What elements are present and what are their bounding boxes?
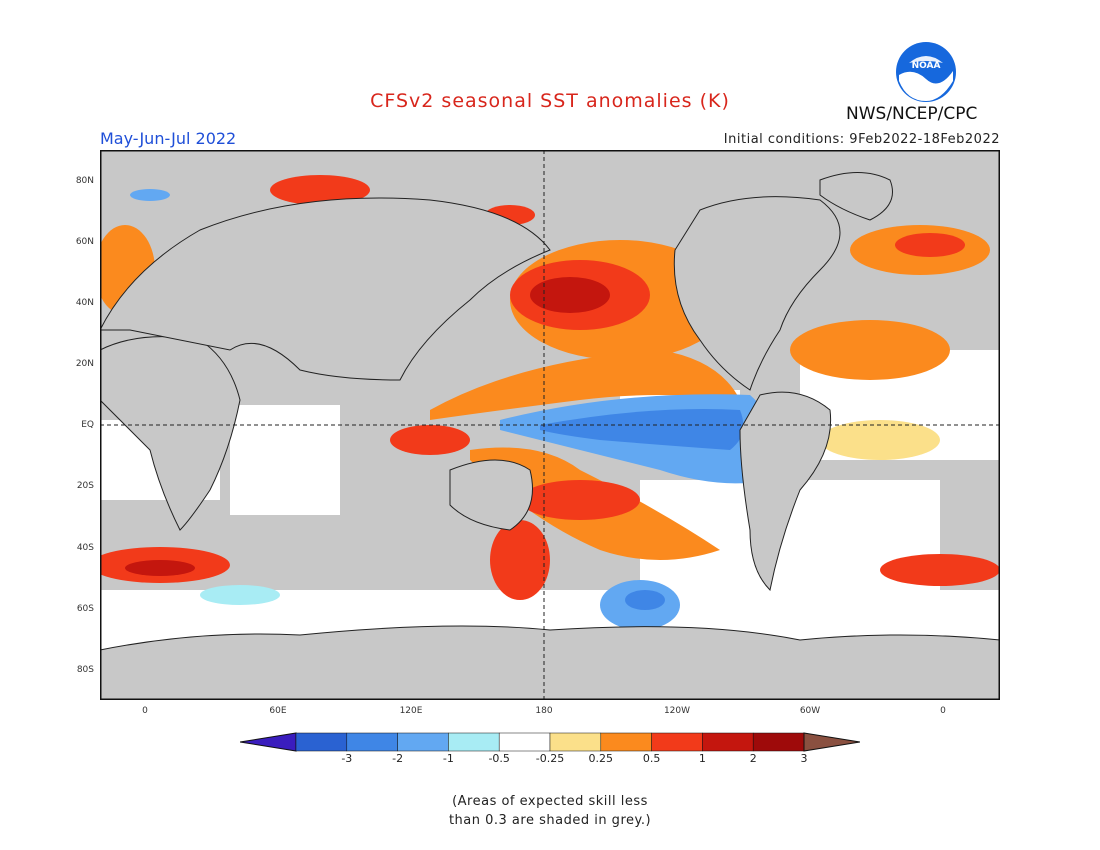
- noaa-logo-icon: NOAA: [896, 42, 956, 102]
- lat-tick: 40N: [75, 298, 94, 308]
- continent-outlines: [100, 172, 1000, 700]
- colorbar-box: [651, 732, 703, 752]
- skill-note: (Areas of expected skill less than 0.3 a…: [0, 792, 1100, 830]
- lon-tick: 60E: [269, 706, 287, 716]
- map-title: CFSv2 seasonal SST anomalies (K): [370, 90, 730, 112]
- colorbar-box: [702, 732, 754, 752]
- colorbar-label: 3: [800, 752, 808, 765]
- colorbar-box: [498, 732, 551, 752]
- lon-tick: 120W: [663, 706, 691, 716]
- colorbar-box: [295, 732, 348, 752]
- colorbar-label: -2: [392, 752, 404, 765]
- colorbar-box: [752, 732, 805, 752]
- lat-tick: 20S: [76, 481, 94, 491]
- forecast-period: May-Jun-Jul 2022: [100, 129, 237, 148]
- colorbar-box: [397, 732, 449, 752]
- north-america-outline: [673, 196, 841, 391]
- lat-tick: 80S: [76, 665, 94, 675]
- initial-conditions: Initial conditions: 9Feb2022-18Feb2022: [723, 132, 1000, 147]
- colorbar-min-arrow: [240, 732, 297, 752]
- map-frame: [100, 150, 1000, 700]
- lat-tick: 20N: [75, 359, 94, 369]
- colorbar-label: 2: [749, 752, 757, 765]
- colorbar-label: -0.25: [535, 752, 565, 765]
- antarctica-outline: [100, 625, 1000, 700]
- lat-tick: 80N: [75, 176, 94, 186]
- colorbar-box: [448, 732, 500, 752]
- warm-anomaly-areas: [100, 175, 1000, 600]
- colorbar-label: -1: [442, 752, 454, 765]
- lon-tick: 0: [940, 706, 946, 716]
- lat-tick: EQ: [81, 420, 94, 430]
- eurasia-outline: [100, 197, 551, 381]
- colorbar-box: [346, 732, 398, 752]
- lat-tick: 60S: [76, 604, 94, 614]
- colorbar: [240, 732, 860, 752]
- colorbar-label: -0.5: [488, 752, 510, 765]
- lon-tick: 120E: [399, 706, 423, 716]
- colorbar-box: [600, 732, 652, 752]
- australia-outline: [449, 459, 533, 531]
- lon-tick: 180: [535, 706, 553, 716]
- cool-anomaly-areas: [130, 189, 773, 630]
- colorbar-label: 1: [698, 752, 706, 765]
- skill-note-line2: than 0.3 are shaded in grey.): [448, 813, 652, 828]
- lon-tick: 0: [142, 706, 148, 716]
- lon-tick: 60W: [799, 706, 821, 716]
- colorbar-box: [549, 732, 602, 752]
- lat-tick: 40S: [76, 543, 94, 553]
- skill-note-line1: (Areas of expected skill less: [452, 794, 648, 809]
- south-america-outline: [739, 391, 832, 592]
- colorbar-label: 0.5: [642, 752, 661, 765]
- agency-label: NWS/NCEP/CPC: [846, 104, 978, 124]
- logo-lettering: NOAA: [912, 61, 941, 71]
- greenland-outline: [819, 172, 893, 221]
- colorbar-label: -3: [341, 752, 353, 765]
- sst-anomaly-map: [100, 150, 1000, 700]
- colorbar-max-arrow: [803, 732, 860, 752]
- lat-tick: 60N: [75, 237, 94, 247]
- colorbar-label: 0.25: [588, 752, 614, 765]
